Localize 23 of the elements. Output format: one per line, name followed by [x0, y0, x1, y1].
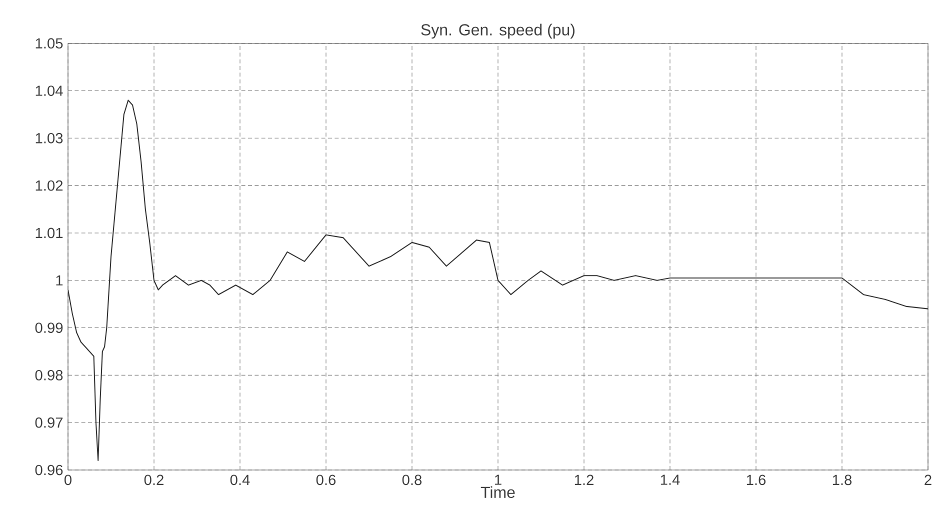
- x-axis-title: Time: [480, 486, 515, 498]
- x-tick-label: 0.2: [144, 474, 164, 486]
- y-tick-label: 1.03: [36, 132, 63, 144]
- x-tick-label: 1.4: [660, 474, 680, 485]
- x-tick-label: 1: [495, 474, 502, 485]
- y-tick-label: 0.98: [35, 370, 63, 380]
- x-tick-label: 2: [924, 474, 932, 485]
- y-tick-label: 1.05: [36, 38, 63, 49]
- x-tick-label: 0.6: [316, 474, 336, 486]
- y-tick-label: 0.97: [35, 417, 63, 428]
- y-tick-label: 0.96: [35, 464, 63, 476]
- x-tick-label: 0: [64, 474, 72, 486]
- x-tick-label: 0.8: [402, 474, 422, 486]
- x-tick-label: 1.2: [574, 474, 594, 485]
- x-tick-label: 1.8: [832, 474, 852, 486]
- y-tick-label: 1.02: [36, 180, 63, 191]
- y-tick-label: 1.04: [36, 86, 63, 96]
- chart-title: Syn. Gen. speed (pu): [421, 24, 574, 39]
- y-tick-label: 1.01: [36, 228, 63, 238]
- x-tick-label: 1.6: [746, 474, 766, 486]
- y-tick-label: 0.99: [35, 322, 63, 333]
- y-tick-label: 1: [56, 275, 63, 286]
- x-tick-label: 0.4: [230, 474, 250, 486]
